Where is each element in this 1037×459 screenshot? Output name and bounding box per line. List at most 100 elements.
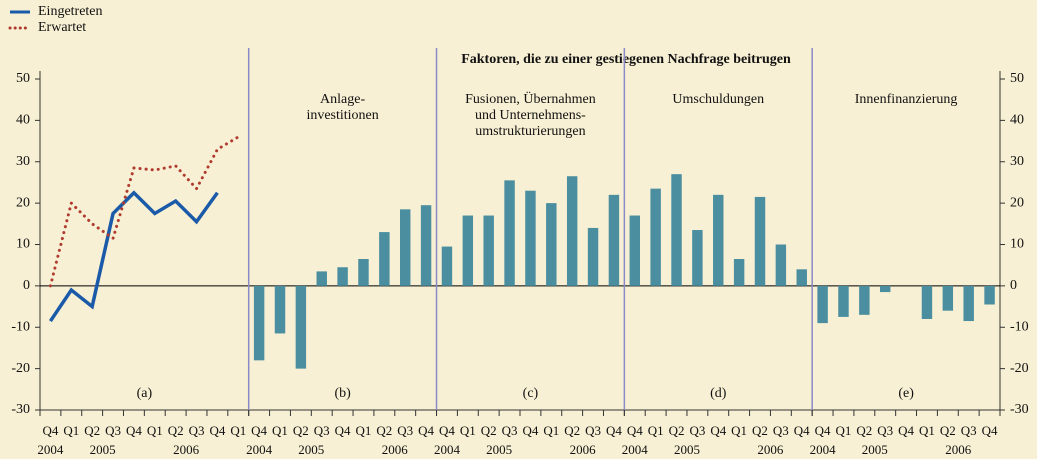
bar [337, 267, 348, 286]
bar [775, 244, 787, 286]
bar [274, 285, 286, 334]
bar [295, 285, 307, 369]
bar [358, 258, 369, 286]
bar [400, 209, 411, 286]
bar [608, 194, 620, 286]
year-label: 2005 [862, 442, 888, 457]
bar [504, 180, 515, 286]
x-tick-label: Q4 [251, 423, 267, 438]
panel-label: (b) [334, 386, 351, 401]
bar [754, 196, 766, 286]
year-label: 2004 [622, 442, 649, 457]
x-tick-label: Q3 [773, 423, 789, 438]
y-tick-label: -20 [11, 361, 30, 376]
x-tick-label: Q3 [877, 423, 893, 438]
year-label: 2005 [90, 442, 116, 457]
bar [942, 285, 954, 311]
x-tick-label: Q4 [335, 423, 351, 438]
x-tick-label: Q2 [168, 423, 184, 438]
panel-title: Umschuldungen [672, 92, 764, 107]
y-tick-label: 20 [16, 195, 30, 210]
legend-label: Eingetreten [38, 4, 103, 19]
bar [692, 230, 703, 286]
panel-title: Innenfinanzierung [855, 92, 958, 107]
bar [733, 258, 745, 286]
x-tick-label: Q2 [84, 423, 100, 438]
year-label: 2005 [298, 442, 324, 457]
x-tick-label: Q1 [543, 423, 559, 438]
x-tick-label: Q4 [898, 423, 914, 438]
x-tick-label: Q4 [815, 423, 831, 438]
year-label: 2004 [434, 442, 461, 457]
x-tick-label: Q3 [502, 423, 518, 438]
y2-tick-label: 10 [1010, 237, 1024, 252]
x-tick-label: Q1 [272, 423, 288, 438]
x-tick-label: Q1 [836, 423, 852, 438]
bar [984, 285, 995, 305]
bar [525, 190, 536, 286]
x-tick-label: Q2 [293, 423, 309, 438]
bar [483, 215, 494, 286]
bar [650, 188, 661, 286]
x-tick-label: Q1 [919, 423, 935, 438]
panel-label: (a) [137, 386, 153, 401]
panel-title: investitionen [306, 108, 378, 123]
bar [921, 285, 933, 319]
x-tick-label: Q1 [460, 423, 476, 438]
x-tick-label: Q4 [418, 423, 434, 438]
x-tick-label: Q4 [126, 423, 142, 438]
bar [379, 232, 390, 286]
x-tick-label: Q1 [731, 423, 747, 438]
bar [817, 285, 828, 324]
panel-title: umstrukturierungen [475, 124, 585, 139]
y2-tick-label: 0 [1010, 278, 1017, 293]
x-tick-label: Q3 [961, 423, 977, 438]
x-tick-label: Q2 [481, 423, 497, 438]
bar [838, 285, 849, 317]
panel-label: (e) [898, 386, 914, 401]
x-tick-label: Q3 [689, 423, 705, 438]
x-tick-label: Q4 [606, 423, 622, 438]
bar [963, 285, 974, 322]
year-label: 2004 [810, 442, 837, 457]
x-tick-label: Q2 [752, 423, 768, 438]
year-label: 2005 [486, 442, 512, 457]
year-label: 2006 [570, 442, 597, 457]
y-tick-label: 10 [16, 237, 30, 252]
x-tick-label: Q1 [230, 423, 246, 438]
bar [420, 205, 432, 286]
bar [629, 215, 640, 286]
x-tick-label: Q4 [42, 423, 58, 438]
y2-tick-label: 50 [1010, 71, 1024, 86]
y-tick-label: 50 [16, 71, 30, 86]
x-tick-label: Q2 [669, 423, 685, 438]
bar [859, 285, 870, 315]
bar [587, 227, 599, 286]
x-tick-label: Q3 [105, 423, 121, 438]
x-tick-label: Q4 [522, 423, 538, 438]
panel-title: Fusionen, Übernahmen [465, 90, 596, 107]
bar [566, 176, 578, 286]
x-tick-label: Q1 [147, 423, 163, 438]
bar [546, 203, 557, 286]
year-label: 2006 [945, 442, 972, 457]
x-tick-label: Q1 [63, 423, 79, 438]
x-tick-label: Q3 [314, 423, 330, 438]
bar [713, 194, 724, 286]
bar [796, 269, 807, 286]
year-label: 2006 [757, 442, 784, 457]
year-label: 2006 [382, 442, 409, 457]
x-tick-label: Q3 [585, 423, 601, 438]
x-tick-label: Q2 [856, 423, 872, 438]
panel-title: und Unternehmens- [475, 108, 586, 123]
y2-tick-label: 20 [1010, 195, 1024, 210]
x-tick-label: Q1 [356, 423, 372, 438]
y2-tick-label: -10 [1010, 319, 1029, 334]
y-tick-label: -30 [11, 402, 30, 417]
year-label: 2005 [674, 442, 700, 457]
x-tick-label: Q4 [794, 423, 810, 438]
panel-label: (d) [710, 386, 727, 401]
bar [462, 215, 474, 286]
panel-title: Anlage- [320, 92, 365, 107]
